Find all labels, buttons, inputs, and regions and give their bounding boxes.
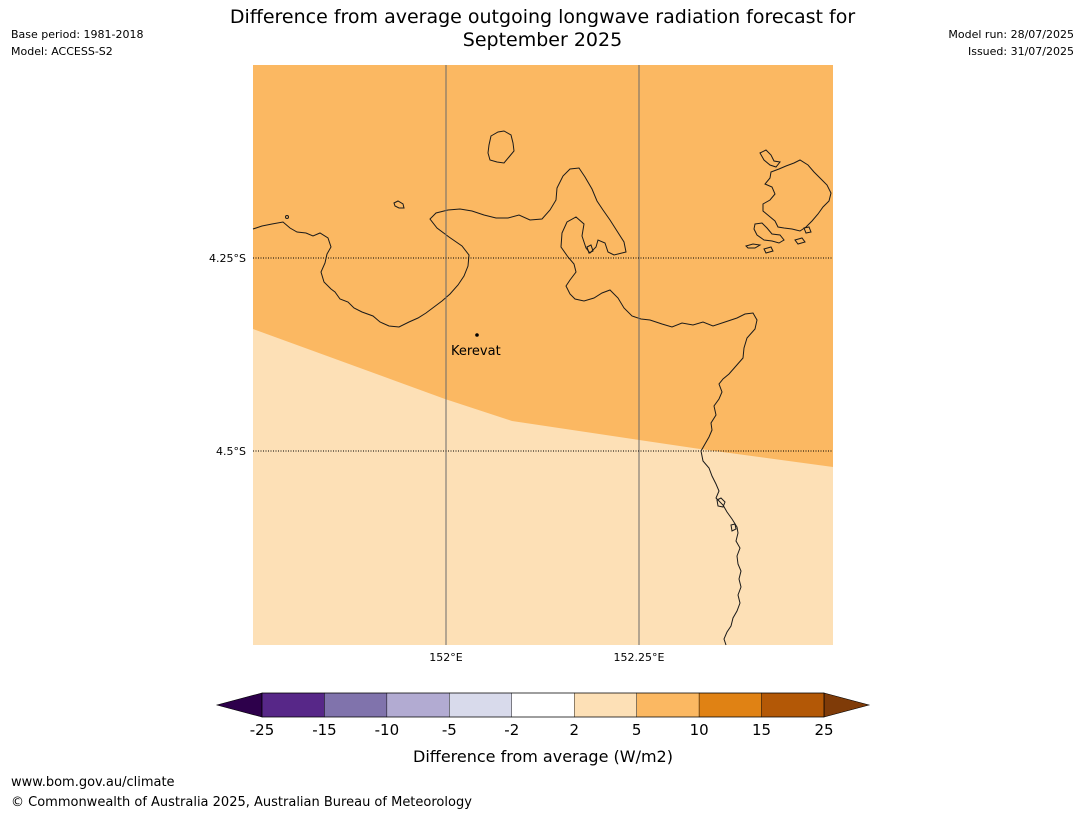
colorbar-segment (698, 692, 762, 718)
colorbar-segment (574, 692, 637, 718)
footer-copyright: © Commonwealth of Australia 2025, Austra… (11, 795, 472, 810)
colorbar-tick-label: -25 (250, 721, 275, 739)
colorbar-tick-label: 5 (632, 721, 642, 739)
colorbar-frame (261, 692, 825, 718)
base-period: Base period: 1981-2018 (11, 28, 144, 41)
colorbar-tick-label: 25 (814, 721, 833, 739)
lon-label-152-25: 152.25°E (614, 651, 665, 664)
title-line-1: Difference from average outgoing longwav… (229, 6, 856, 28)
model-run: Model run: 28/07/2025 (948, 28, 1074, 41)
lat-label-4-5: 4.5°S (216, 445, 246, 458)
colorbar-segment (324, 692, 388, 718)
kerevat-marker (475, 333, 479, 337)
colorbar-tick-label: -10 (375, 721, 400, 739)
colorbar-tick-label: -15 (312, 721, 337, 739)
lat-label-4-25: 4.25°S (209, 252, 246, 265)
coastline (252, 130, 832, 646)
colorbar-segment (386, 692, 450, 718)
colorbar: -25 -15 -10 -5 -2 2 5 10 15 25 Difference from av… (215, 692, 871, 766)
kerevat-label: Kerevat (451, 344, 501, 359)
model-name: Model: ACCESS-S2 (11, 45, 113, 58)
lon-label-152: 152°E (429, 651, 462, 664)
upper-anomaly-region (253, 65, 833, 467)
colorbar-high-extend (823, 692, 871, 718)
colorbar-segment (449, 692, 512, 718)
colorbar-segment (261, 692, 325, 718)
colorbar-segment (636, 692, 700, 718)
colorbar-tick-label: 15 (752, 721, 771, 739)
issued-date: Issued: 31/07/2025 (967, 45, 1074, 58)
colorbar-tick-label: -5 (442, 721, 457, 739)
page-title: Difference from average outgoing longwav… (0, 6, 1085, 52)
colorbar-segment (511, 692, 575, 718)
colorbar-tick-label: 10 (690, 721, 709, 739)
colorbar-segment (761, 692, 825, 718)
colorbar-tick-label: -2 (504, 721, 519, 739)
footer-url: www.bom.gov.au/climate (11, 775, 175, 790)
colorbar-low-extend (215, 692, 263, 718)
map-panel: Kerevat 4.25°S 4.5°S 152°E 152.25°E (209, 65, 833, 664)
colorbar-tick-label: 2 (569, 721, 579, 739)
title-line-2: September 2025 (462, 29, 623, 51)
colorbar-title: Difference from average (W/m2) (413, 747, 673, 766)
